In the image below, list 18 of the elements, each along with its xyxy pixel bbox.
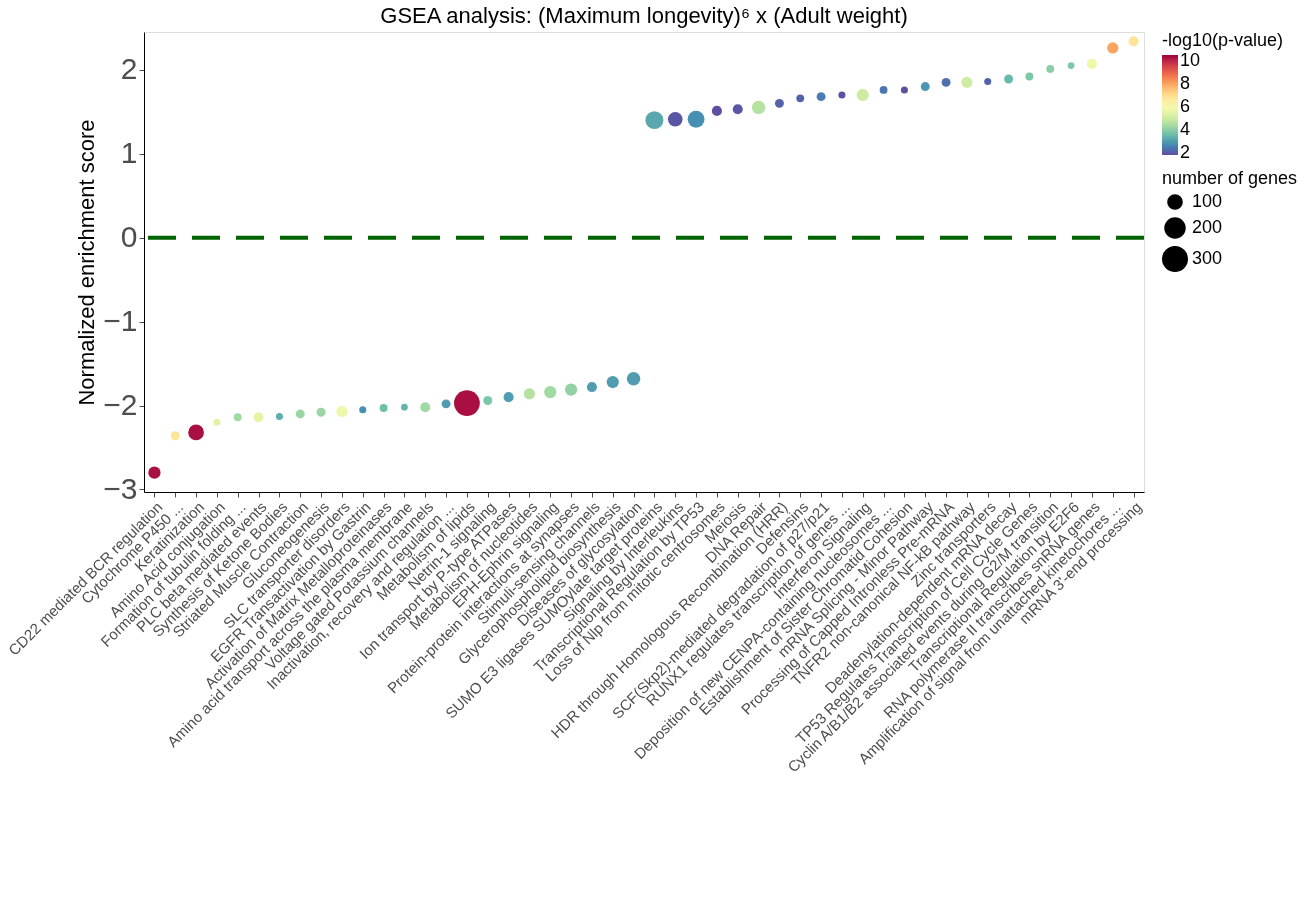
y-tick-label: 2: [120, 52, 138, 86]
chart-title: GSEA analysis: (Maximum longevity)⁶ x (Adult weight): [380, 3, 908, 28]
y-tick-label: 1: [120, 136, 138, 170]
legend-label: 200: [1192, 217, 1223, 237]
color-bar-label: 6: [1180, 95, 1191, 116]
color-bar-label: 4: [1180, 118, 1191, 139]
y-tick-label: −3: [103, 471, 138, 505]
y-tick-label: −2: [103, 388, 138, 422]
y-tick-label: 0: [120, 220, 138, 254]
y-axis-title: Normalized enrichment score: [74, 119, 100, 406]
legend-title: number of genes: [1162, 168, 1298, 188]
legend-label: 300: [1192, 248, 1223, 268]
color-bar-label: 2: [1180, 141, 1191, 162]
color-bar-title: -log10(p-value): [1162, 30, 1284, 50]
color-bar-label: 10: [1180, 49, 1201, 70]
color-bar-label: 8: [1180, 72, 1191, 93]
y-tick-label: −1: [103, 304, 138, 338]
legend-label: 100: [1192, 191, 1223, 211]
